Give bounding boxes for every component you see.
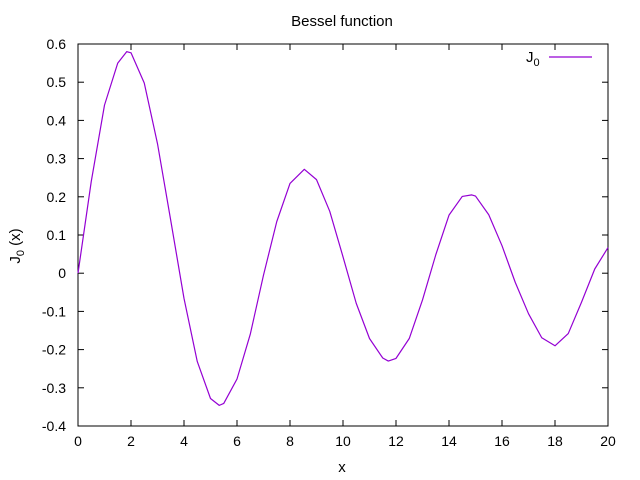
legend-label-base: J <box>526 49 534 66</box>
y-tick-label: -0.3 <box>42 380 66 396</box>
x-tick-label: 4 <box>180 433 188 449</box>
legend: J0 <box>526 49 592 69</box>
series-line-j0 <box>77 51 609 406</box>
axis-ticks: 0 2 4 6 8 10 12 14 16 18 20 -0.4 -0.3 -0.2 -0.1 0 0.1 0.2… <box>42 36 616 449</box>
y-tick-label: 0.6 <box>47 36 67 52</box>
y-axis-label: J0 (x) <box>7 228 27 263</box>
x-tick-label: 18 <box>547 433 563 449</box>
y-tick-label: 0 <box>58 265 66 281</box>
legend-label-sub: 0 <box>534 57 540 69</box>
y-tick-label: 0.2 <box>47 189 67 205</box>
series-layer <box>77 51 609 406</box>
y-tick-label: 0.1 <box>47 227 67 243</box>
x-tick-label: 6 <box>233 433 241 449</box>
y-axis-label-sub: 0 <box>15 250 27 256</box>
y-axis-label-suffix: (x) <box>7 228 24 250</box>
x-axis-label: x <box>338 459 346 476</box>
plot-frame <box>77 43 609 427</box>
x-tick-label: 0 <box>74 433 82 449</box>
plot-axes <box>77 43 609 427</box>
x-tick-label: 14 <box>441 433 457 449</box>
x-tick-label: 20 <box>600 433 616 449</box>
y-tick-label: 0.5 <box>47 74 67 90</box>
y-tick-label: -0.1 <box>42 303 66 319</box>
x-tick-label: 16 <box>494 433 510 449</box>
y-tick-label: -0.4 <box>42 418 66 434</box>
x-tick-label: 2 <box>127 433 135 449</box>
legend-label: J0 <box>526 49 540 69</box>
x-tick-label: 8 <box>286 433 294 449</box>
y-tick-label: 0.4 <box>47 112 67 128</box>
y-axis-label-base: J <box>7 256 24 264</box>
y-tick-label: 0.3 <box>47 151 67 167</box>
y-tick-label: -0.2 <box>42 342 66 358</box>
x-tick-label: 10 <box>335 433 351 449</box>
chart-title: Bessel function <box>291 13 393 30</box>
x-tick-label: 12 <box>388 433 404 449</box>
